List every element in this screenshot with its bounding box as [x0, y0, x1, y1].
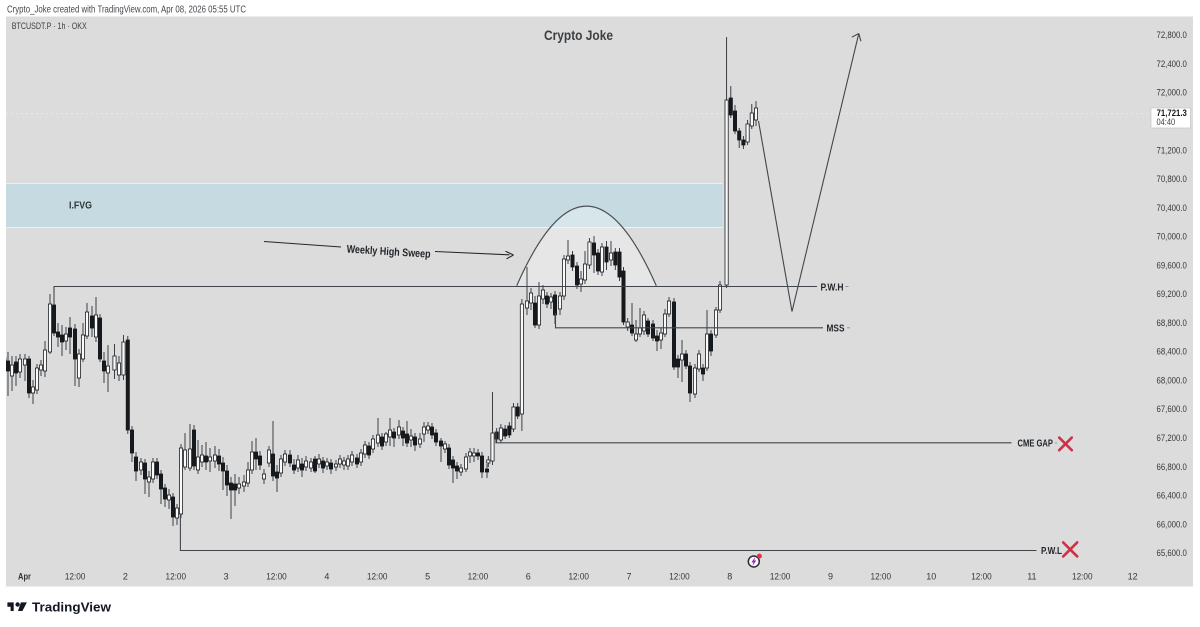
svg-text:66,400.0: 66,400.0 — [1157, 491, 1187, 501]
svg-text:Crypto_Joke created with Tradi: Crypto_Joke created with TradingView.com… — [7, 5, 246, 16]
svg-text:70,400.0: 70,400.0 — [1157, 203, 1187, 213]
svg-text:68,400.0: 68,400.0 — [1157, 347, 1187, 357]
svg-text:8: 8 — [727, 572, 732, 582]
svg-text:6: 6 — [526, 572, 531, 582]
svg-text:04:40: 04:40 — [1157, 117, 1176, 127]
svg-text:TradingView: TradingView — [32, 600, 112, 615]
svg-text:66,800.0: 66,800.0 — [1157, 462, 1187, 472]
svg-text:BTCUSDT.P · 1h · OKX: BTCUSDT.P · 1h · OKX — [12, 21, 87, 32]
svg-text:68,800.0: 68,800.0 — [1157, 318, 1187, 328]
svg-text:P.W.L: P.W.L — [1041, 545, 1062, 557]
svg-text:12:00: 12:00 — [669, 572, 690, 582]
svg-text:3: 3 — [224, 572, 229, 582]
svg-text:P.W.H: P.W.H — [821, 281, 844, 293]
svg-text:12:00: 12:00 — [971, 572, 992, 582]
svg-text:Weekly High Sweep: Weekly High Sweep — [346, 244, 431, 261]
svg-text:67,200.0: 67,200.0 — [1157, 433, 1187, 443]
svg-text:12:00: 12:00 — [166, 572, 187, 582]
svg-text:12:00: 12:00 — [65, 572, 86, 582]
svg-text:CME GAP: CME GAP — [1018, 438, 1054, 450]
svg-text:10: 10 — [926, 572, 936, 582]
svg-text:71,200.0: 71,200.0 — [1157, 145, 1187, 155]
svg-text:2: 2 — [123, 572, 128, 582]
svg-text:67,600.0: 67,600.0 — [1157, 404, 1187, 414]
svg-text:72,400.0: 72,400.0 — [1157, 59, 1187, 69]
svg-text:66,000.0: 66,000.0 — [1157, 519, 1187, 529]
svg-text:12: 12 — [1128, 572, 1138, 582]
svg-text:MSS: MSS — [827, 322, 845, 334]
svg-text:5: 5 — [425, 572, 430, 582]
svg-text:Crypto Joke: Crypto Joke — [544, 27, 613, 43]
svg-text:12:00: 12:00 — [871, 572, 892, 582]
svg-text:12:00: 12:00 — [468, 572, 489, 582]
svg-text:7: 7 — [626, 572, 631, 582]
svg-text:71,721.3: 71,721.3 — [1157, 108, 1187, 119]
svg-text:12:00: 12:00 — [266, 572, 287, 582]
svg-text:72,800.0: 72,800.0 — [1157, 30, 1187, 40]
svg-text:70,000.0: 70,000.0 — [1157, 232, 1187, 242]
svg-text:65,600.0: 65,600.0 — [1157, 548, 1187, 558]
svg-text:69,200.0: 69,200.0 — [1157, 289, 1187, 299]
svg-text:12:00: 12:00 — [1072, 572, 1093, 582]
svg-text:69,600.0: 69,600.0 — [1157, 260, 1187, 270]
svg-text:72,000.0: 72,000.0 — [1157, 88, 1187, 98]
svg-text:70,800.0: 70,800.0 — [1157, 174, 1187, 184]
svg-text:4: 4 — [324, 572, 329, 582]
svg-text:12:00: 12:00 — [568, 572, 589, 582]
svg-text:68,000.0: 68,000.0 — [1157, 375, 1187, 385]
svg-text:12:00: 12:00 — [367, 572, 388, 582]
svg-text:12:00: 12:00 — [770, 572, 791, 582]
svg-text:9: 9 — [828, 572, 833, 582]
svg-text:Apr: Apr — [18, 572, 31, 583]
svg-text:I.FVG: I.FVG — [69, 200, 92, 211]
svg-text:11: 11 — [1027, 572, 1036, 582]
